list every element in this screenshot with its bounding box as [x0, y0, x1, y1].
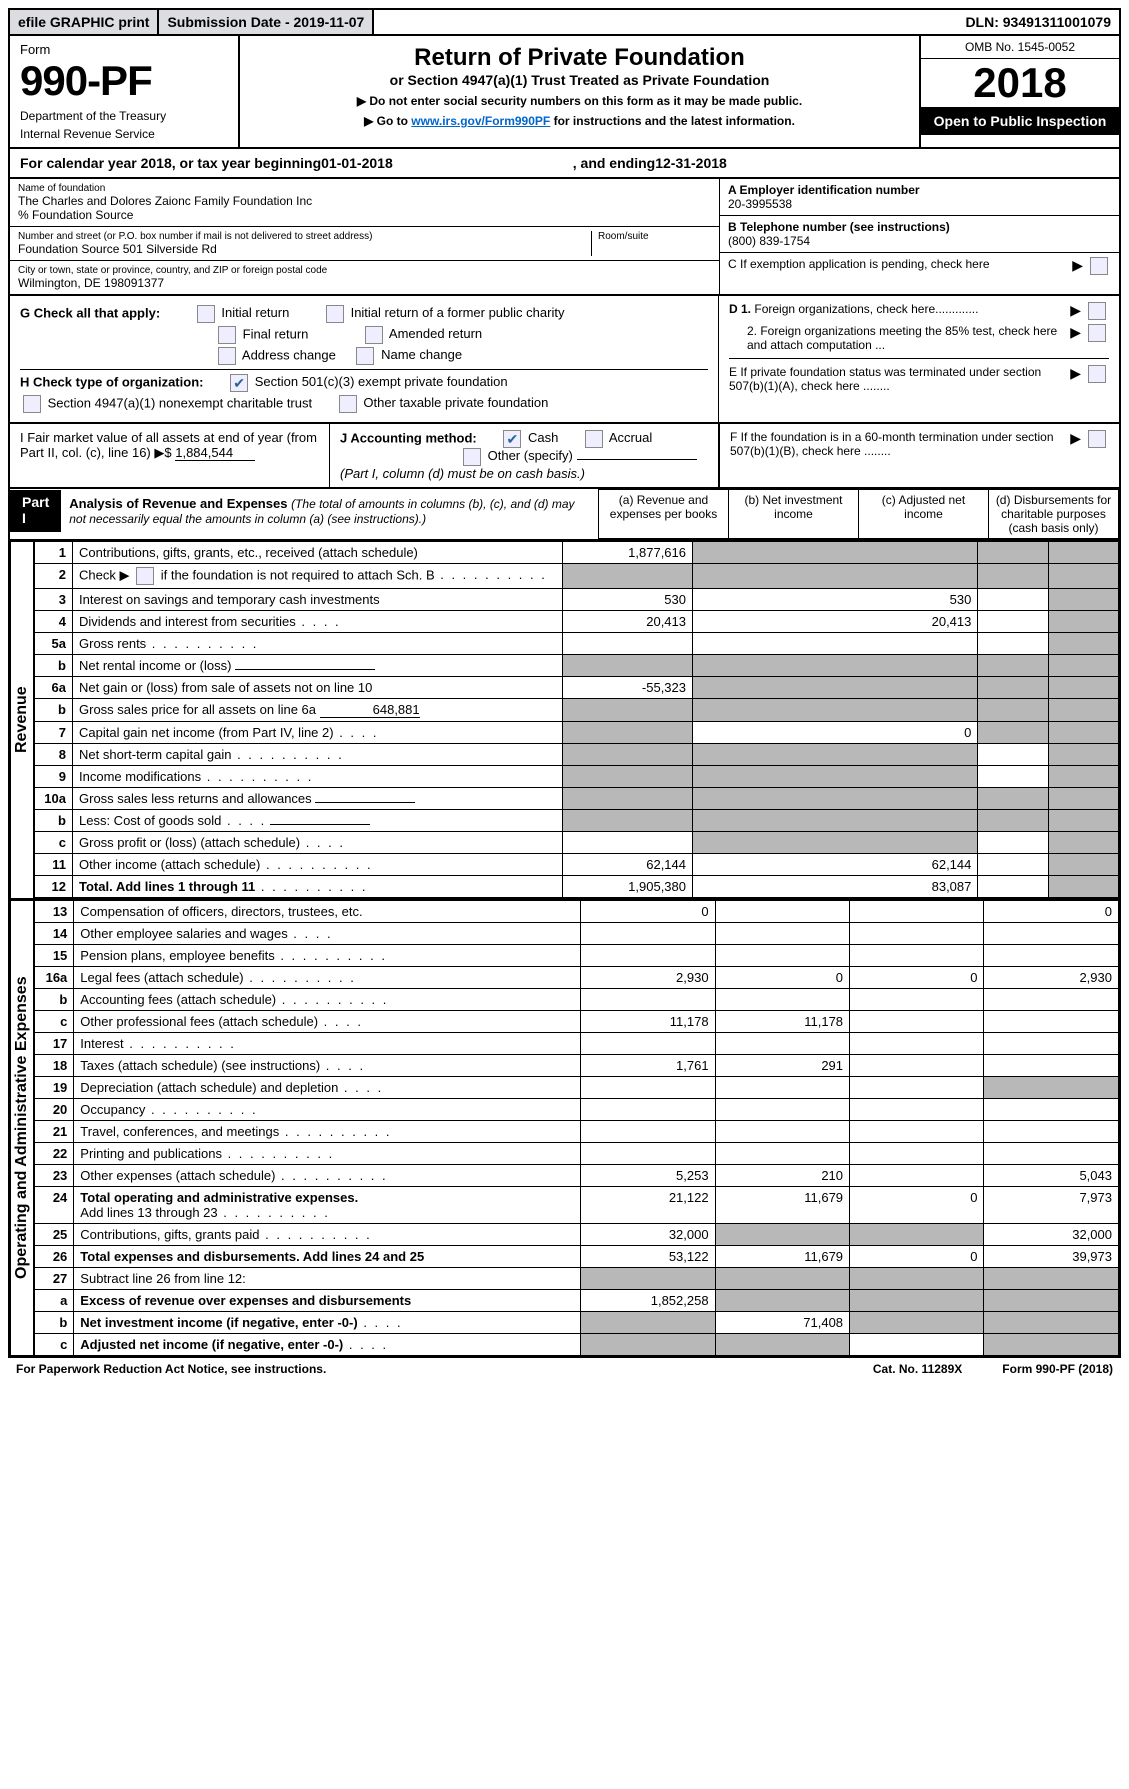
phone-label: B Telephone number (see instructions) — [728, 220, 1111, 234]
col-a-header: (a) Revenue and expenses per books — [599, 490, 729, 539]
foundation-name: The Charles and Dolores Zaionc Family Fo… — [18, 194, 711, 208]
form-label: Form — [20, 42, 228, 57]
checkbox-d2[interactable] — [1088, 324, 1106, 342]
form-title: Return of Private Foundation — [248, 44, 911, 72]
checkbox-other-method[interactable] — [463, 448, 481, 466]
checkbox-address[interactable] — [218, 347, 236, 365]
name-label: Name of foundation — [18, 183, 711, 194]
checkbox-accrual[interactable] — [585, 430, 603, 448]
part1-header: Part I Analysis of Revenue and Expenses … — [8, 489, 1121, 541]
j-label: J Accounting method: — [340, 430, 477, 445]
form-subtitle: or Section 4947(a)(1) Trust Treated as P… — [248, 72, 911, 88]
j-note: (Part I, column (d) must be on cash basi… — [340, 466, 585, 481]
col-b-header: (b) Net investment income — [729, 490, 859, 539]
submission-date: Submission Date - 2019-11-07 — [159, 10, 374, 34]
form-ref: Form 990-PF (2018) — [1002, 1362, 1113, 1376]
ein: 20-3995538 — [728, 197, 1111, 211]
expenses-label: Operating and Administrative Expenses — [10, 900, 34, 1356]
checkbox-amended[interactable] — [365, 326, 383, 344]
part1-label: Part I — [10, 490, 61, 532]
address: Foundation Source 501 Silverside Rd — [18, 242, 591, 256]
g-label: G Check all that apply: — [20, 305, 160, 320]
dept-irs: Internal Revenue Service — [20, 127, 228, 141]
checkbox-c[interactable] — [1090, 257, 1108, 275]
care-of: % Foundation Source — [18, 208, 711, 222]
checkbox-schb[interactable] — [136, 567, 154, 585]
checkbox-other-taxable[interactable] — [339, 395, 357, 413]
checkbox-e[interactable] — [1088, 365, 1106, 383]
checkbox-initial[interactable] — [197, 305, 215, 323]
info-grid: Name of foundation The Charles and Dolor… — [8, 179, 1121, 296]
form-number: 990-PF — [20, 57, 228, 105]
fmv-value: 1,884,544 — [175, 445, 255, 461]
dln: DLN: 93491311001079 — [957, 10, 1119, 34]
ein-label: A Employer identification number — [728, 183, 1111, 197]
checkbox-d1[interactable] — [1088, 302, 1106, 320]
i-label: I Fair market value of all assets at end… — [20, 430, 317, 460]
checkbox-f[interactable] — [1088, 430, 1106, 448]
revenue-label: Revenue — [10, 541, 34, 898]
form-header: Form 990-PF Department of the Treasury I… — [8, 36, 1121, 149]
instruction-1: ▶ Do not enter social security numbers o… — [248, 94, 911, 108]
instruction-2: ▶ Go to www.irs.gov/Form990PF for instru… — [248, 114, 911, 128]
checkbox-501c3[interactable] — [230, 374, 248, 392]
omb-number: OMB No. 1545-0052 — [921, 36, 1119, 59]
footer: For Paperwork Reduction Act Notice, see … — [8, 1358, 1121, 1380]
checkbox-name[interactable] — [356, 347, 374, 365]
f-label: F If the foundation is in a 60-month ter… — [730, 430, 1066, 458]
city-label: City or town, state or province, country… — [18, 265, 711, 276]
part1-title: Analysis of Revenue and Expenses — [69, 496, 287, 511]
cat-no: Cat. No. 11289X — [873, 1362, 962, 1376]
expenses-grid: Operating and Administrative Expenses 13… — [8, 900, 1121, 1358]
paperwork-notice: For Paperwork Reduction Act Notice, see … — [16, 1362, 326, 1376]
room-label: Room/suite — [598, 231, 711, 242]
section-g-h: G Check all that apply: Initial return I… — [8, 296, 1121, 424]
tax-year: 2018 — [921, 59, 1119, 107]
h-label: H Check type of organization: — [20, 374, 203, 389]
col-d-header: (d) Disbursements for charitable purpose… — [989, 490, 1119, 539]
topbar: efile GRAPHIC print Submission Date - 20… — [8, 8, 1121, 36]
phone: (800) 839-1754 — [728, 234, 1111, 248]
calendar-year-row: For calendar year 2018, or tax year begi… — [8, 149, 1121, 179]
dept-treasury: Department of the Treasury — [20, 109, 228, 123]
exemption-pending: C If exemption application is pending, c… — [728, 257, 1068, 271]
checkbox-initial-former[interactable] — [326, 305, 344, 323]
addr-label: Number and street (or P.O. box number if… — [18, 231, 591, 242]
main-grid: Revenue 1Contributions, gifts, grants, e… — [8, 541, 1121, 900]
open-public: Open to Public Inspection — [921, 107, 1119, 135]
section-i-j-f: I Fair market value of all assets at end… — [8, 424, 1121, 489]
efile-print-button[interactable]: efile GRAPHIC print — [10, 10, 159, 34]
checkbox-cash[interactable] — [503, 430, 521, 448]
city-state-zip: Wilmington, DE 198091377 — [18, 276, 711, 290]
col-c-header: (c) Adjusted net income — [859, 490, 989, 539]
checkbox-final[interactable] — [218, 326, 236, 344]
checkbox-4947[interactable] — [23, 395, 41, 413]
irs-link[interactable]: www.irs.gov/Form990PF — [411, 114, 550, 128]
